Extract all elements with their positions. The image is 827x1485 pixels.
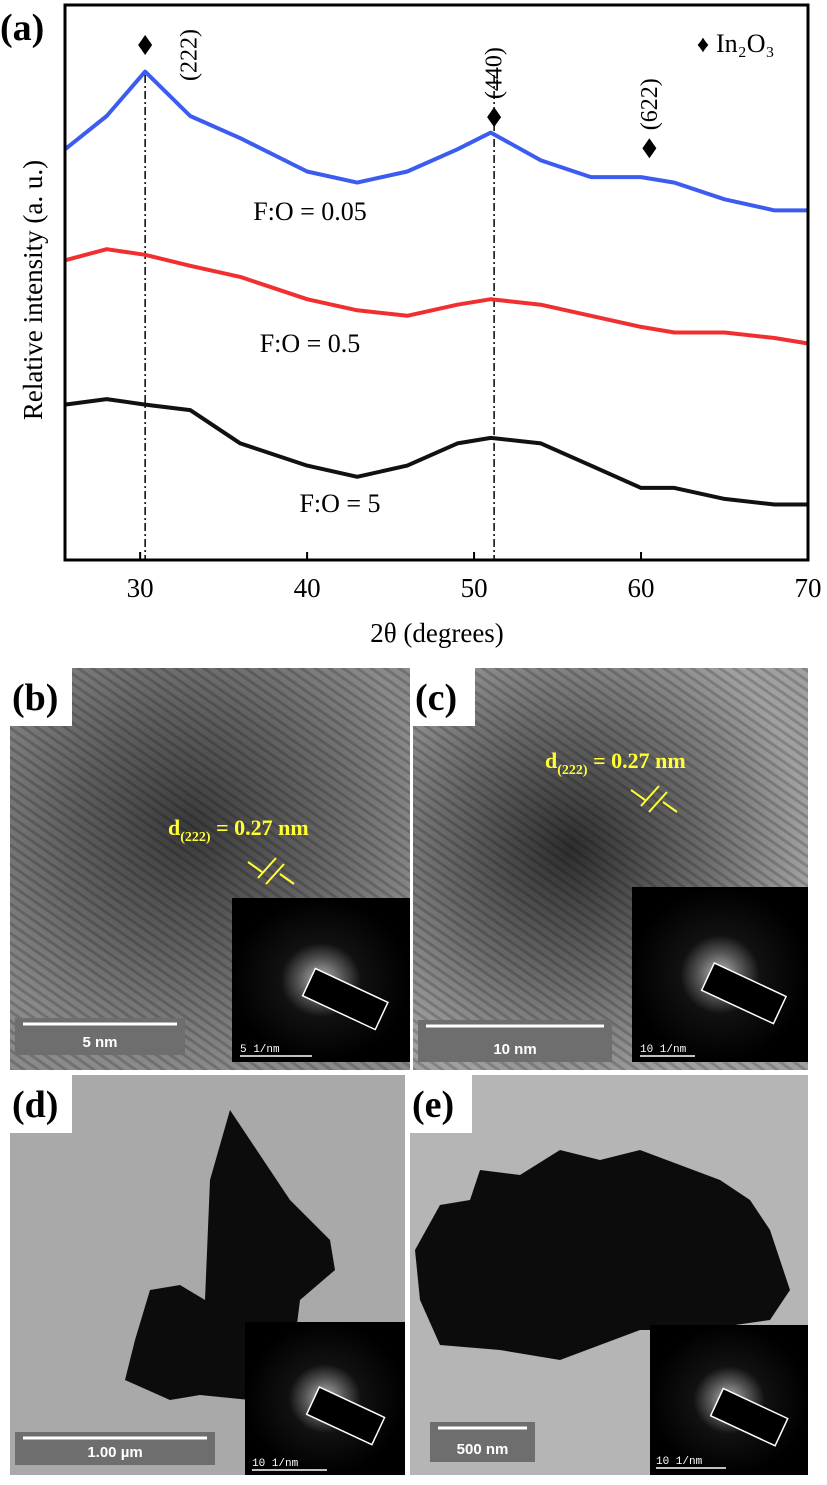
peak-marker <box>487 107 502 128</box>
y-axis-label: Relative intensity (a. u.) <box>18 160 48 420</box>
label-box <box>10 1075 72 1133</box>
series-label: F:O = 0.05 <box>253 197 367 226</box>
peak-marker <box>642 138 657 159</box>
series-line <box>64 247 809 346</box>
peak-label: (622) <box>637 78 663 130</box>
fringe-marker <box>247 857 295 885</box>
spacing-subscript: (222) <box>180 830 211 845</box>
panel-label: (e) <box>412 1084 454 1126</box>
x-tick-label: 50 <box>461 573 488 603</box>
x-tick-label: 40 <box>294 573 321 603</box>
x-axis-label: 2θ (degrees) <box>370 618 504 648</box>
peak-marker <box>138 34 153 55</box>
legend-symbol: ♦ <box>697 32 709 58</box>
panel-label: (c) <box>415 677 457 719</box>
inset-scale-label: 10 1/nm <box>656 1456 703 1468</box>
panel-label: (b) <box>12 677 58 719</box>
scale-label: 5 nm <box>82 1034 117 1051</box>
spacing-subscript: (222) <box>557 763 588 778</box>
peak-label: (222) <box>177 29 203 81</box>
spacing-symbol: d <box>545 748 557 773</box>
scale-label: 1.00 µm <box>87 1444 142 1461</box>
panel-label: (d) <box>12 1084 58 1126</box>
label-box <box>10 668 72 726</box>
x-tick-label: 70 <box>795 573 822 603</box>
beam-stop <box>301 967 389 1031</box>
fringe-marker <box>630 785 678 813</box>
x-tick-label: 60 <box>628 573 655 603</box>
beam-stop <box>305 1386 386 1446</box>
label-box <box>413 668 475 726</box>
beam-stop <box>709 1387 789 1447</box>
series-line <box>63 69 808 213</box>
peak-label: (440) <box>482 47 508 99</box>
spacing-text: = 0.27 nm <box>588 748 686 773</box>
spacing-label: d(222) = 0.27 nm <box>168 815 309 845</box>
panel-label: (a) <box>0 7 44 49</box>
inset-scale-label: 10 1/nm <box>252 1458 299 1470</box>
spacing-label: d(222) = 0.27 nm <box>545 748 686 778</box>
scale-label: 500 nm <box>457 1441 509 1458</box>
inset-scale-label: 10 1/nm <box>640 1044 687 1056</box>
series-line <box>64 397 808 507</box>
label-box <box>410 1075 472 1133</box>
beam-stop <box>700 962 788 1025</box>
x-tick-label: 30 <box>127 573 154 603</box>
inset-scale-label: 5 1/nm <box>240 1044 280 1056</box>
scale-label: 10 nm <box>493 1041 536 1058</box>
plot-frame <box>63 3 810 562</box>
spacing-text: = 0.27 nm <box>211 815 309 840</box>
particle <box>415 1150 790 1360</box>
legend-text: In₂O₃ <box>716 29 775 58</box>
spacing-symbol: d <box>168 815 180 840</box>
series-label: F:O = 5 <box>299 489 380 518</box>
series-label: F:O = 0.5 <box>260 329 361 358</box>
